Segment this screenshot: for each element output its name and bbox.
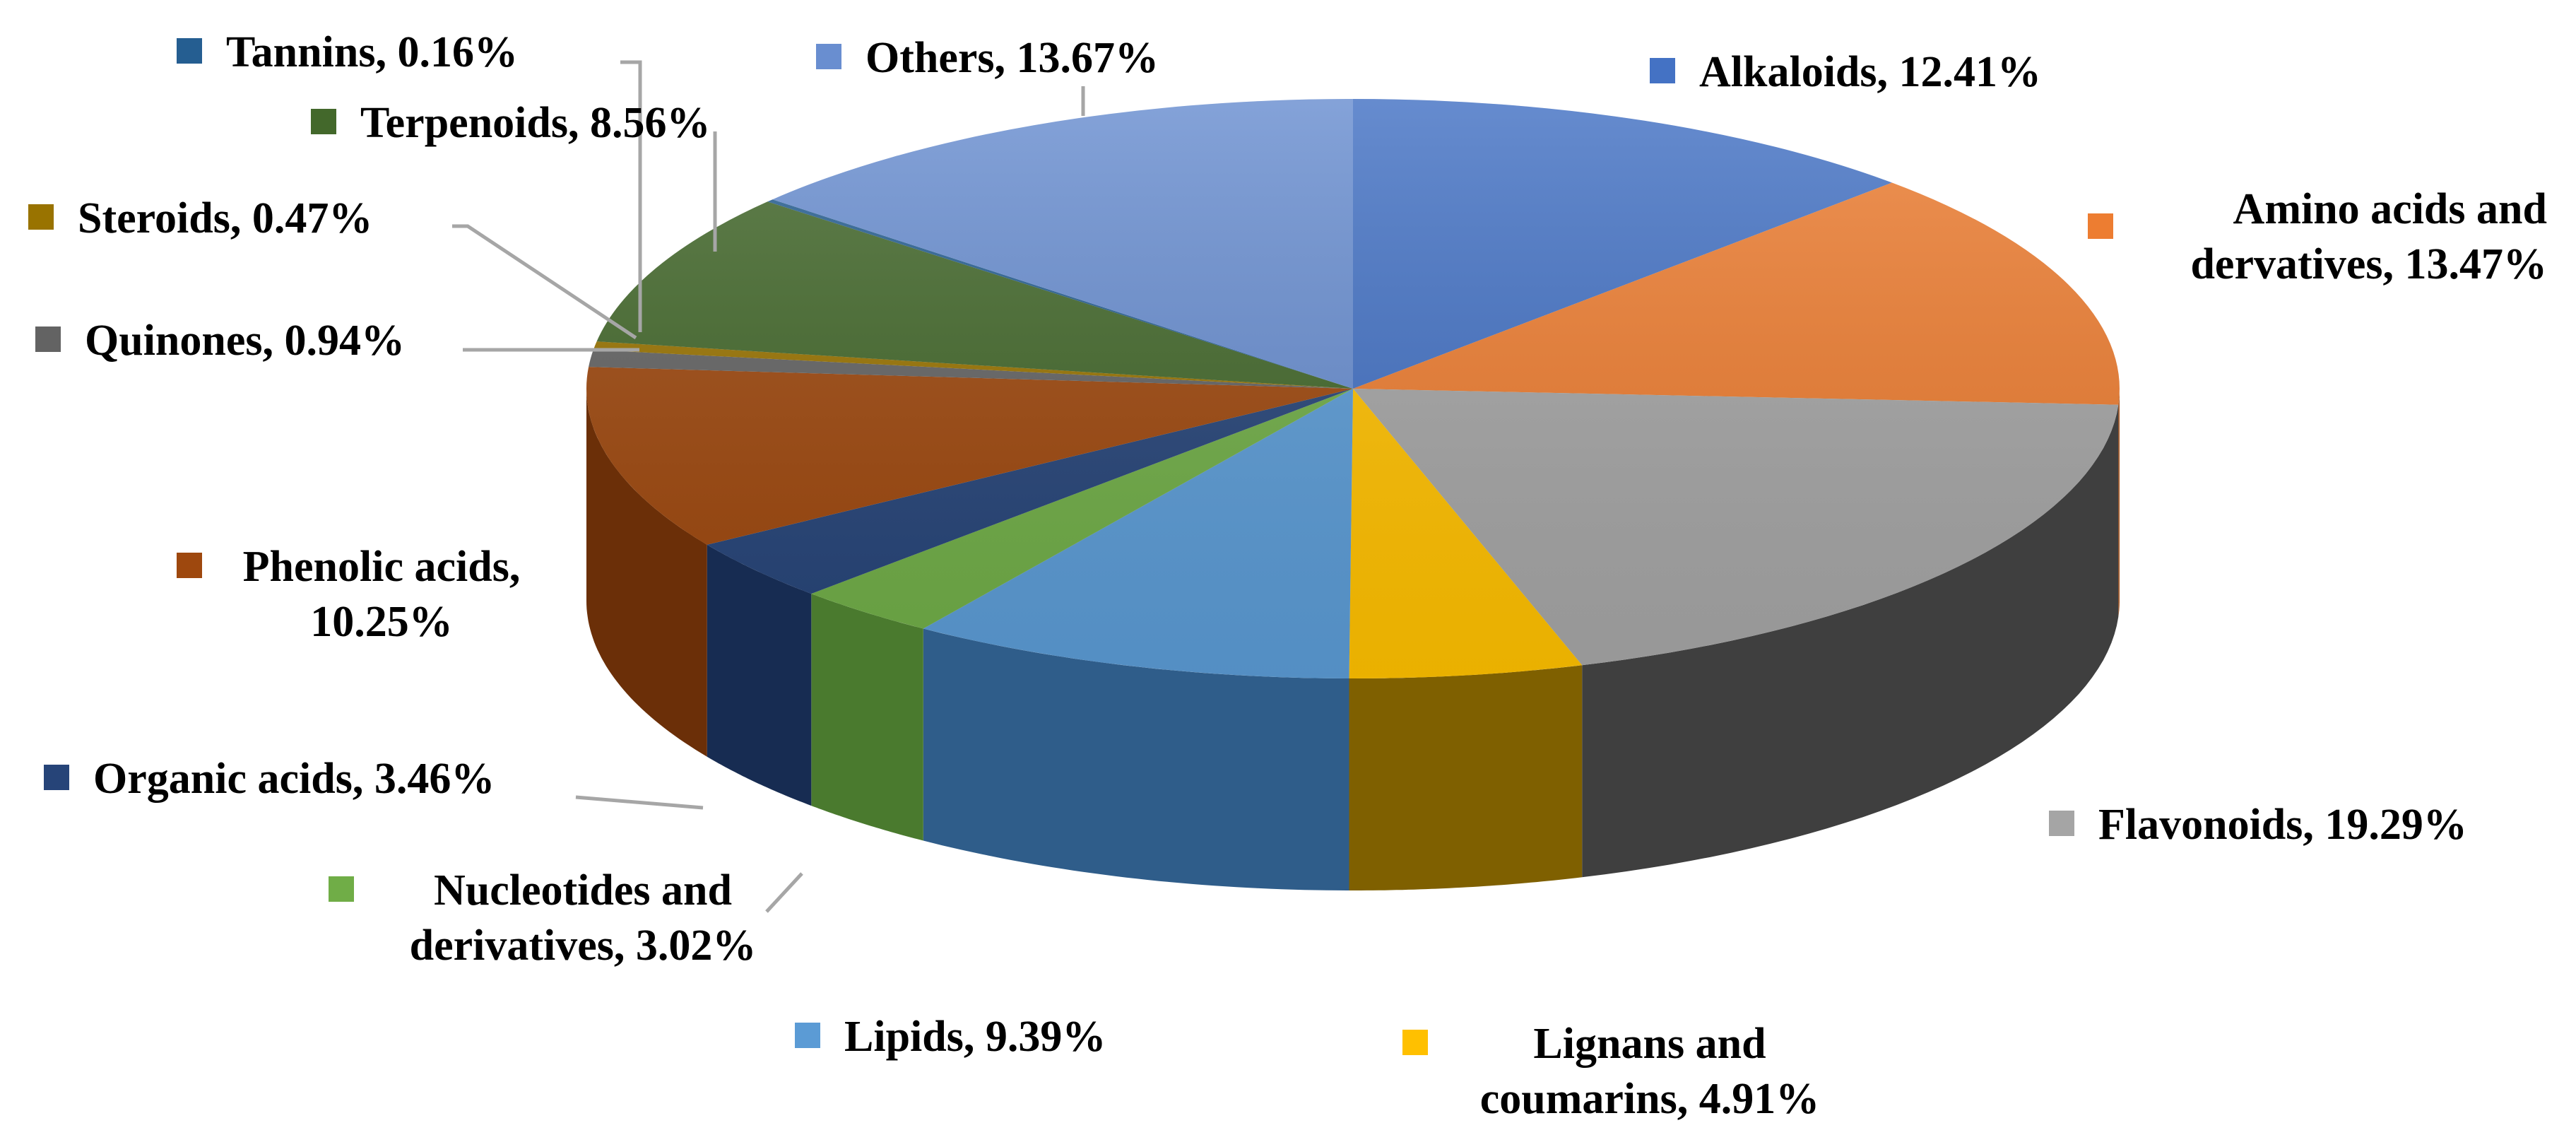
data-label-nucleotides-line1: Nucleotides and [434,866,732,914]
data-label-lipids: Lipids, 9.39% [844,1013,1106,1061]
pie-sides [586,389,2120,890]
legend-marker-alkaloids [1650,58,1675,83]
leader-line-tannins [620,60,642,332]
slice-side-flavonoids [1582,404,2119,878]
slice-side-nucleotides [811,594,923,841]
legend-marker-flavonoids [2049,811,2074,836]
data-labels: Alkaloids, 12.41% Amino acids and dervativ… [28,28,2547,1123]
slice-side-phenolic [586,389,707,757]
data-label-organic: Organic acids, 3.46% [93,755,495,803]
data-label-tannins: Tannins, 0.16% [226,28,518,76]
slice-side-lignans [1349,665,1583,890]
slice-side-lipids [923,628,1349,890]
data-label-flavonoids: Flavonoids, 19.29% [2098,801,2467,849]
leader-line-steroids [452,224,637,340]
leader-lines [452,60,1085,913]
data-label-terpenoids: Terpenoids, 8.56% [360,99,711,147]
data-label-quinones: Quinones, 0.94% [85,317,405,365]
data-label-phenolic-line2: 10.25% [310,598,453,646]
legend-marker-nucleotides [329,876,354,902]
legend-marker-lignans [1402,1030,1428,1055]
data-label-lignans-line2: coumarins, 4.91% [1480,1075,1820,1123]
legend-marker-amino [2088,213,2113,239]
leader-line-nucleotides [765,872,803,913]
leader-line-organic [575,795,704,810]
legend-marker-quinones [35,327,61,352]
data-label-phenolic-line1: Phenolic acids, [243,543,521,591]
legend-marker-tannins [177,38,202,64]
legend-marker-terpenoids [311,109,336,134]
data-label-others: Others, 13.67% [865,34,1159,82]
data-label-amino-line2: dervatives, 13.47% [2190,240,2547,288]
data-label-steroids: Steroids, 0.47% [78,194,372,242]
data-label-nucleotides-line2: derivatives, 3.02% [410,922,757,970]
data-label-amino-line1: Amino acids and [2233,185,2547,233]
slice-side-amino [2118,389,2120,617]
data-label-alkaloids: Alkaloids, 12.41% [1699,48,2041,96]
pie-top-shading [586,99,2120,678]
pie-slices [586,99,2120,679]
data-label-lignans-line1: Lignans and [1533,1020,1766,1068]
legend-marker-phenolic [177,553,202,578]
slice-side-organic [707,544,812,806]
legend-marker-steroids [28,204,54,230]
legend-marker-lipids [795,1023,820,1048]
legend-marker-others [816,44,841,69]
legend-marker-organic [44,765,69,790]
